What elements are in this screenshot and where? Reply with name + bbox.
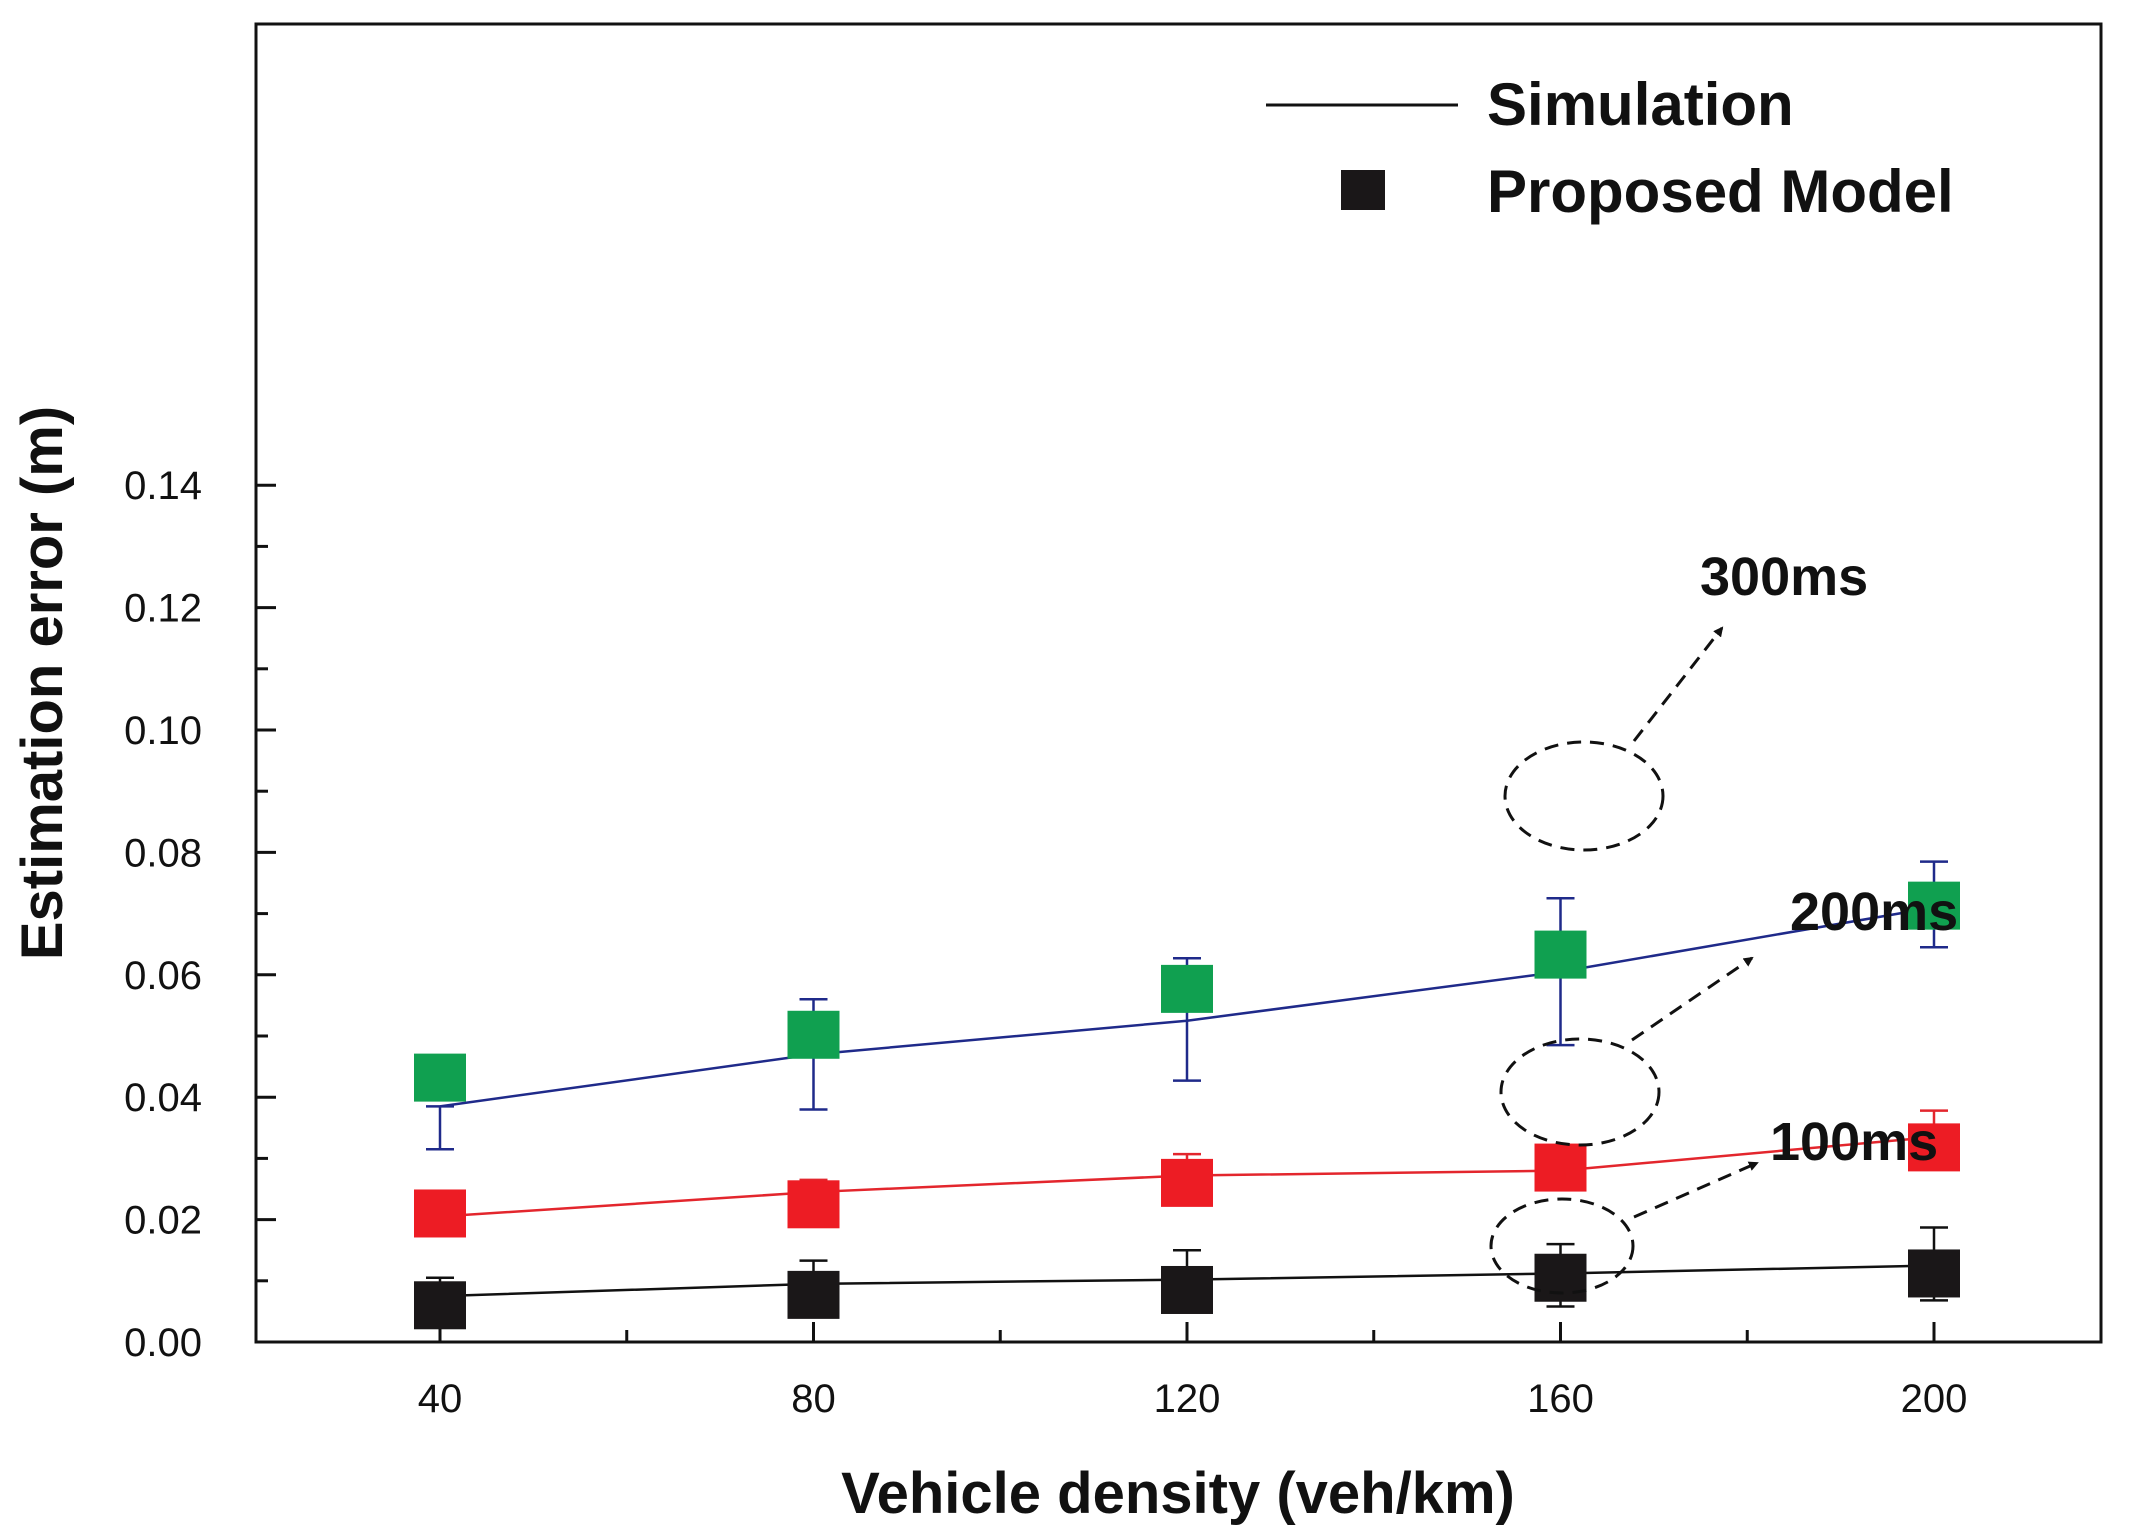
x-tick-label: 40 bbox=[418, 1377, 463, 1421]
model-marker-100ms bbox=[1534, 1253, 1587, 1302]
annotation-arrow bbox=[1631, 956, 1754, 1042]
model-marker-100ms bbox=[1161, 1265, 1213, 1314]
y-tick-label: 0.10 bbox=[124, 709, 202, 753]
x-axis-title: Vehicle density (veh/km) bbox=[841, 1461, 1515, 1526]
annotation-label: 200ms bbox=[1790, 882, 1958, 942]
model-marker-100ms bbox=[414, 1281, 466, 1330]
model-marker-300ms bbox=[1161, 964, 1213, 1013]
y-tick-label: 0.02 bbox=[124, 1199, 202, 1243]
annotation-label: 300ms bbox=[1700, 547, 1868, 607]
y-tick-label: 0.04 bbox=[124, 1076, 202, 1120]
model-marker-100ms bbox=[787, 1270, 840, 1319]
model-marker-200ms bbox=[414, 1189, 466, 1238]
model-marker-200ms bbox=[787, 1180, 840, 1229]
legend-model-label: Proposed Model bbox=[1487, 158, 1954, 225]
x-tick-label: 200 bbox=[1901, 1377, 1968, 1421]
model-marker-300ms bbox=[1908, 881, 1960, 930]
legend-simulation-label: Simulation bbox=[1487, 71, 1794, 138]
x-tick-label: 80 bbox=[791, 1377, 836, 1421]
annotation-arrow bbox=[1632, 626, 1724, 742]
model-marker-300ms bbox=[787, 1010, 840, 1059]
model-marker-100ms bbox=[1908, 1249, 1960, 1298]
annotation-ellipse bbox=[1489, 1197, 1635, 1295]
annotation-300ms: 300ms bbox=[1503, 547, 1868, 852]
annotation-ellipse bbox=[1503, 740, 1665, 852]
series-100ms bbox=[414, 1226, 1960, 1330]
series-layer bbox=[414, 860, 1960, 1330]
y-axis-ticks: 0.00 0.02 0.04 0.06 0.08 0.10 0.12 0.14 bbox=[124, 464, 276, 1365]
plot-frame bbox=[254, 22, 2103, 1344]
model-marker-200ms bbox=[1534, 1143, 1587, 1192]
y-tick-label: 0.06 bbox=[124, 954, 202, 998]
y-tick-label: 0.08 bbox=[124, 831, 202, 875]
model-marker-300ms bbox=[1534, 930, 1587, 979]
annotation-layer: 300ms 200ms 100ms bbox=[1489, 547, 1958, 1295]
y-tick-label: 0.14 bbox=[124, 464, 202, 508]
x-axis-ticks: 40 80 120 160 200 bbox=[418, 1322, 1968, 1421]
annotation-label: 100ms bbox=[1770, 1112, 1938, 1172]
model-marker-200ms bbox=[1161, 1158, 1213, 1207]
annotation-arrow bbox=[1633, 1161, 1759, 1219]
legend: Simulation Proposed Model bbox=[1266, 71, 1954, 225]
y-tick-label: 0.00 bbox=[124, 1321, 202, 1365]
y-axis-title: Estimation error (m) bbox=[10, 406, 75, 960]
legend-model-marker bbox=[1341, 170, 1385, 210]
model-marker-200ms bbox=[1908, 1123, 1960, 1172]
series-300ms bbox=[414, 860, 1960, 1151]
x-tick-label: 120 bbox=[1154, 1377, 1221, 1421]
series-200ms bbox=[414, 1109, 1960, 1238]
annotation-ellipse bbox=[1499, 1037, 1661, 1147]
annotation-200ms: 200ms bbox=[1499, 882, 1958, 1147]
x-tick-label: 160 bbox=[1527, 1377, 1594, 1421]
annotation-100ms: 100ms bbox=[1489, 1112, 1938, 1295]
model-marker-300ms bbox=[414, 1053, 466, 1102]
y-tick-label: 0.12 bbox=[124, 587, 202, 631]
